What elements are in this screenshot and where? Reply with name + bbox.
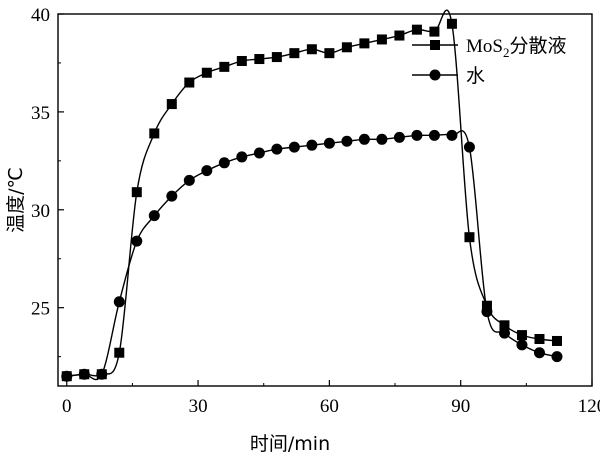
circle-marker	[236, 151, 248, 163]
square-marker	[411, 24, 422, 35]
square-marker	[289, 48, 300, 59]
square-marker	[236, 55, 247, 66]
square-marker	[499, 320, 510, 331]
square-marker	[201, 67, 212, 78]
legend-label-main: MoS	[466, 36, 503, 57]
circle-marker	[428, 129, 440, 141]
circle-marker	[411, 129, 423, 141]
circle-marker	[463, 141, 475, 153]
axes: 0 30 60 90 120 25 30 35 40	[31, 5, 600, 417]
circle-marker	[166, 190, 178, 202]
y-tick-label: 35	[31, 103, 50, 124]
circle-marker	[446, 129, 458, 141]
circle-marker	[481, 306, 493, 318]
circle-marker	[271, 143, 283, 155]
legend-label-subscript: 2	[503, 45, 510, 60]
legend-label-suffix: 分散液	[509, 35, 566, 57]
circle-marker	[78, 368, 90, 380]
square-marker	[131, 187, 142, 198]
square-marker	[254, 54, 265, 65]
legend-label: 水	[466, 65, 485, 87]
x-tick-label: 120	[578, 396, 600, 417]
circle-marker	[113, 296, 125, 308]
square-marker	[481, 300, 492, 311]
series-line	[66, 130, 558, 381]
y-axis-label: 温度/℃	[5, 167, 27, 233]
circle-marker	[533, 347, 545, 359]
square-marker	[446, 18, 457, 29]
square-marker	[394, 30, 405, 41]
square-marker	[219, 61, 230, 72]
circle-marker	[131, 235, 143, 247]
legend-square-marker	[430, 40, 440, 50]
legend-entry: 水	[412, 65, 485, 87]
circle-marker	[516, 339, 528, 351]
circle-marker	[148, 210, 160, 222]
circle-marker	[96, 368, 108, 380]
circle-marker	[288, 141, 300, 153]
square-marker	[271, 52, 282, 63]
legend-label-main: 水	[466, 65, 485, 87]
square-marker	[551, 335, 562, 346]
square-marker	[429, 26, 440, 37]
circle-marker	[551, 351, 563, 363]
markers	[61, 18, 563, 382]
circle-marker	[61, 370, 73, 382]
x-tick-label: 30	[189, 396, 208, 417]
legend-label: MoS2分散液	[466, 35, 566, 60]
y-tick-label: 40	[31, 5, 50, 26]
circle-marker	[218, 157, 230, 169]
x-tick-label: 0	[62, 396, 72, 417]
plot-frame	[57, 13, 593, 387]
circle-marker	[393, 131, 405, 143]
circle-marker	[498, 327, 510, 339]
square-marker	[341, 42, 352, 53]
circle-marker	[376, 133, 388, 145]
circle-marker	[341, 135, 353, 147]
square-marker	[149, 128, 160, 139]
y-tick-label: 25	[31, 299, 50, 320]
square-marker	[166, 99, 177, 110]
square-marker	[534, 334, 545, 345]
square-marker	[464, 232, 475, 243]
square-marker	[324, 48, 335, 59]
square-marker	[516, 330, 527, 341]
x-tick-label: 90	[451, 396, 470, 417]
y-tick-label: 30	[31, 201, 50, 222]
square-marker	[359, 38, 370, 49]
square-marker	[306, 44, 317, 55]
circle-marker	[323, 137, 335, 149]
x-tick-label: 60	[320, 396, 339, 417]
square-marker	[376, 34, 387, 45]
circle-marker	[183, 174, 195, 186]
circle-marker	[306, 139, 318, 151]
circle-marker	[358, 133, 370, 145]
x-axis-label: 时间/min	[250, 433, 330, 455]
circle-marker	[253, 147, 265, 159]
legend-circle-marker	[429, 69, 441, 81]
square-marker	[114, 347, 125, 358]
square-marker	[184, 77, 195, 88]
legend-entry: MoS2分散液	[412, 35, 566, 60]
circle-marker	[201, 165, 213, 177]
